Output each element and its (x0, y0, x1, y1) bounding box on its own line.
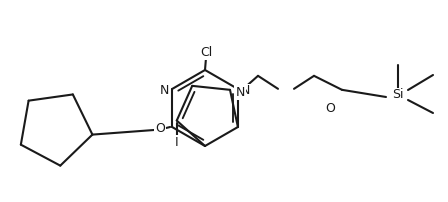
Text: N: N (241, 84, 250, 98)
Text: N: N (159, 84, 169, 98)
Text: Si: Si (392, 88, 404, 101)
Text: N: N (235, 86, 245, 99)
Text: O: O (155, 122, 165, 136)
Text: I: I (175, 136, 179, 149)
Text: Cl: Cl (200, 45, 212, 59)
Text: O: O (325, 101, 335, 115)
